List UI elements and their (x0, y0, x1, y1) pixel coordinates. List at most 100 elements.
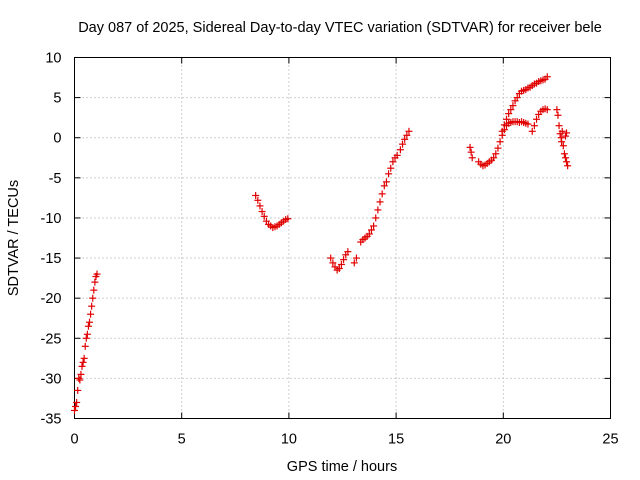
y-tick-label: 10 (45, 51, 61, 67)
data-point (533, 115, 541, 123)
data-point (73, 398, 81, 406)
data-point (284, 215, 292, 223)
data-point (513, 94, 521, 102)
x-tick-label: 10 (281, 432, 297, 448)
data-point (396, 146, 404, 154)
data-point (563, 158, 571, 166)
data-point (91, 278, 99, 286)
y-tick-label: -5 (49, 171, 62, 187)
data-point (509, 102, 517, 110)
data-point (382, 178, 390, 186)
data-point (403, 131, 411, 139)
data-point (530, 122, 538, 130)
data-point (258, 208, 266, 216)
data-point (344, 248, 352, 256)
data-point (466, 143, 474, 151)
data-point (81, 342, 89, 350)
data-point (468, 154, 476, 162)
data-point (72, 402, 80, 410)
data-point (405, 127, 413, 135)
y-tick-label: -20 (41, 291, 62, 307)
data-point (563, 129, 571, 137)
data-point (352, 254, 360, 262)
data-point (90, 286, 98, 294)
y-tick-label: -10 (41, 211, 62, 227)
data-point (554, 111, 562, 119)
data-point (372, 214, 380, 222)
data-points (71, 73, 572, 414)
data-point (564, 162, 572, 170)
data-point (555, 122, 563, 130)
y-tick-label: 5 (53, 91, 61, 107)
data-point (490, 154, 498, 162)
data-point (378, 190, 386, 198)
data-point (327, 254, 335, 262)
plot-frame (74, 57, 611, 419)
data-point (71, 406, 78, 414)
data-point (337, 260, 345, 268)
x-tick-label: 25 (602, 432, 618, 448)
data-point (256, 202, 264, 210)
data-point (558, 127, 566, 135)
data-point (86, 318, 94, 326)
data-point (561, 132, 569, 140)
data-point (561, 154, 569, 162)
y-tick-label: -15 (41, 251, 62, 267)
data-point (340, 256, 348, 264)
data-point (374, 206, 382, 214)
data-point (558, 138, 566, 146)
axis-ticks (74, 57, 611, 419)
data-point (505, 110, 513, 118)
data-point (528, 127, 536, 135)
data-point (393, 151, 401, 159)
data-point (252, 191, 260, 199)
data-point (87, 310, 95, 318)
x-tick-label: 20 (495, 432, 511, 448)
data-point (543, 106, 551, 114)
x-axis-label: GPS time / hours (287, 459, 397, 475)
data-point (76, 376, 84, 384)
y-tick-labels: 10 5 0 -5 -10 -15 -20 -25 -30 -35 (41, 51, 62, 428)
data-point (78, 362, 86, 370)
y-tick-label: -30 (41, 371, 62, 387)
data-point (553, 106, 561, 114)
x-tick-label: 0 (70, 432, 78, 448)
x-tick-label: 15 (388, 432, 404, 448)
data-point (387, 164, 395, 172)
data-point (83, 330, 91, 338)
data-point (350, 259, 358, 267)
data-point (376, 198, 384, 206)
data-point (467, 148, 475, 156)
data-point (335, 264, 343, 272)
data-point (399, 140, 407, 148)
data-point (543, 73, 551, 81)
data-point (380, 182, 388, 190)
data-point (75, 374, 83, 382)
x-tick-labels: 0 5 10 15 20 25 (70, 432, 618, 448)
data-point (84, 322, 92, 330)
x-tick-label: 5 (178, 432, 186, 448)
data-point (254, 196, 262, 204)
y-tick-label: 0 (53, 131, 61, 147)
data-point (494, 144, 502, 152)
data-point (503, 115, 511, 123)
data-point (498, 127, 506, 135)
data-point (559, 142, 567, 150)
data-point (367, 226, 375, 234)
data-point (560, 150, 568, 158)
data-point (389, 158, 397, 166)
data-point (80, 354, 88, 362)
grid-lines (74, 57, 611, 419)
data-point (93, 270, 101, 278)
data-point (329, 259, 337, 267)
data-point (524, 120, 532, 128)
data-point (500, 121, 508, 129)
data-point (401, 135, 409, 143)
chart-title: Day 087 of 2025, Sidereal Day-to-day VTE… (78, 20, 602, 36)
y-tick-label: -35 (41, 412, 62, 428)
data-point (79, 358, 87, 366)
data-point (385, 170, 393, 178)
data-point (77, 370, 85, 378)
data-point (74, 386, 82, 394)
